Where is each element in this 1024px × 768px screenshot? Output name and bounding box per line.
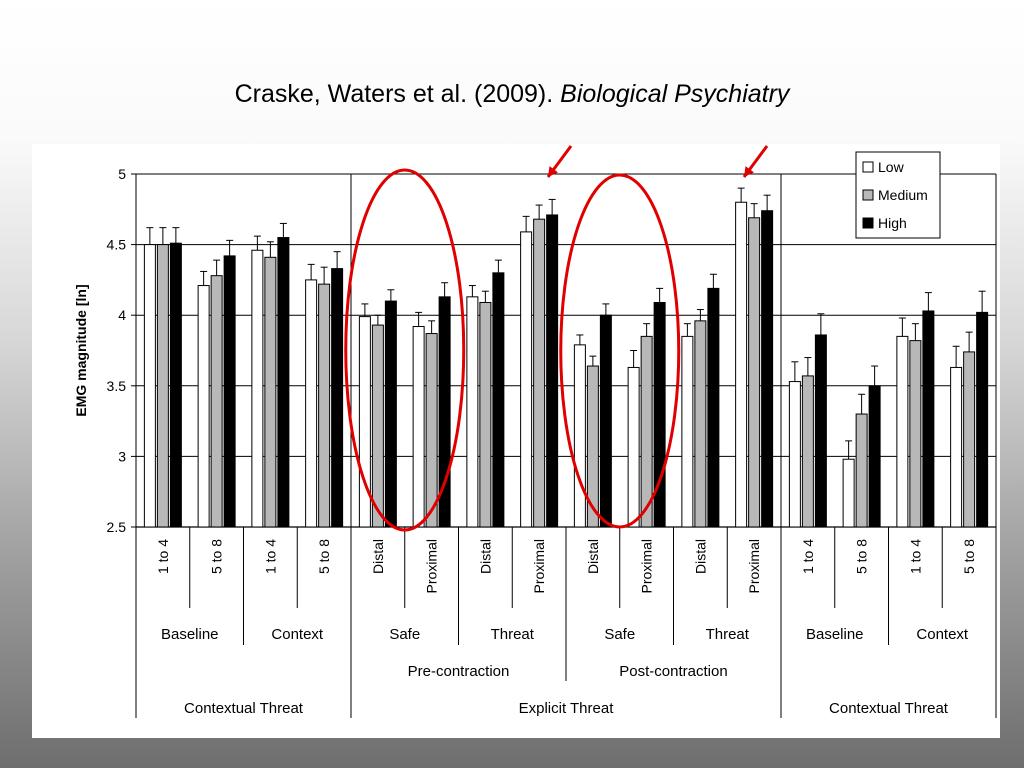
group-label-l2: Threat xyxy=(491,626,535,643)
bar-low xyxy=(681,335,694,528)
chart-panel: 2.5 3 3.5 4 4.5 5 EMG magnitude [ln] 1 to 4 5 t… xyxy=(32,144,1000,738)
bar-high xyxy=(868,385,881,528)
x-tick-label: 1 to 4 xyxy=(155,539,171,574)
legend-swatch xyxy=(862,161,874,173)
bar-high xyxy=(546,214,559,528)
bar-medium xyxy=(748,217,761,528)
title-journal: Biological Psychiatry xyxy=(560,80,790,108)
bar-medium xyxy=(909,340,922,528)
legend-label: High xyxy=(878,215,907,231)
group-label-l4: Contextual Threat xyxy=(184,700,304,717)
bar-low xyxy=(197,285,210,528)
category-labels: 1 to 4 5 to 8 1 to 4 5 to 8 Distal Proximal Di… xyxy=(135,527,997,718)
bar-medium xyxy=(210,275,223,528)
annotations xyxy=(344,145,769,532)
bar-high xyxy=(223,255,236,528)
group-label-l3: Pre-contraction xyxy=(408,663,510,680)
bar-high xyxy=(707,287,720,528)
slide-title: Craske, Waters et al. (2009). Biological… xyxy=(0,80,1024,109)
y-tick-label: 3 xyxy=(118,448,126,464)
bar-high xyxy=(761,210,774,528)
group-label-l2: Baseline xyxy=(161,626,219,643)
bar-medium xyxy=(963,351,976,528)
x-tick-label: Proximal xyxy=(746,539,762,593)
bar-low xyxy=(788,381,801,528)
y-tick-label: 4 xyxy=(118,307,126,323)
bar-low xyxy=(305,279,318,528)
x-tick-label: 5 to 8 xyxy=(961,539,977,574)
x-tick-label: Distal xyxy=(370,539,386,574)
y-tick-label: 2.5 xyxy=(107,519,127,535)
bar-medium xyxy=(425,333,438,528)
x-tick-label: 1 to 4 xyxy=(907,539,923,574)
group-label-l3: Post-contraction xyxy=(619,663,727,680)
bar-medium xyxy=(156,244,169,528)
y-tick-label: 4.5 xyxy=(107,237,127,253)
legend-swatch xyxy=(862,189,874,201)
y-tick-label: 5 xyxy=(118,166,126,182)
x-tick-label: 1 to 4 xyxy=(262,539,278,574)
bar-low xyxy=(251,249,264,528)
y-axis-label: EMG magnitude [ln] xyxy=(73,284,89,416)
bar-low xyxy=(950,366,963,528)
bar-low xyxy=(896,335,909,528)
y-tick-label: 3.5 xyxy=(107,378,127,394)
x-tick-label: 1 to 4 xyxy=(800,539,816,574)
bar-low xyxy=(627,366,640,528)
x-tick-label: 5 to 8 xyxy=(316,539,332,574)
bar-medium xyxy=(264,256,277,528)
x-tick-label: Distal xyxy=(477,539,493,574)
group-label-l2: Threat xyxy=(706,626,750,643)
bar-low xyxy=(573,344,586,528)
red-circle-annotation xyxy=(559,173,681,529)
legend-label: Low xyxy=(878,159,905,175)
bar-high xyxy=(277,237,290,528)
emg-bar-chart: 2.5 3 3.5 4 4.5 5 EMG magnitude [ln] 1 to 4 5 t… xyxy=(73,145,997,718)
bar-low xyxy=(412,325,425,528)
group-label-l2: Baseline xyxy=(806,626,864,643)
bar-low xyxy=(143,244,156,528)
bar-medium xyxy=(371,324,384,528)
legend: Low Medium High xyxy=(855,151,941,239)
group-label-l2: Safe xyxy=(389,626,420,643)
red-arrow-head xyxy=(548,166,558,177)
x-tick-label: Distal xyxy=(585,539,601,574)
bar-medium xyxy=(694,320,707,528)
group-label-l2: Safe xyxy=(604,626,635,643)
x-tick-label: Distal xyxy=(692,539,708,574)
bars xyxy=(143,201,989,528)
error-bars xyxy=(146,187,986,460)
bar-medium xyxy=(855,413,868,528)
bar-low xyxy=(735,201,748,528)
bar-high xyxy=(169,242,182,528)
group-label-l4: Explicit Threat xyxy=(519,700,615,717)
title-authors: Craske, Waters et al. (2009). xyxy=(234,80,561,108)
x-tick-label: Proximal xyxy=(531,539,547,593)
bar-high xyxy=(976,311,989,528)
bar-high xyxy=(384,300,397,528)
bar-high xyxy=(814,334,827,528)
bar-high xyxy=(492,272,505,528)
bar-low xyxy=(842,458,855,528)
bar-medium xyxy=(533,218,546,528)
group-label-l2: Context xyxy=(916,626,969,643)
red-circle-annotation xyxy=(344,168,466,532)
bar-medium xyxy=(318,283,331,528)
red-arrow-head xyxy=(744,166,754,177)
group-label-l4: Contextual Threat xyxy=(829,700,949,717)
x-tick-label: Proximal xyxy=(639,539,655,593)
group-label-l2: Context xyxy=(271,626,324,643)
bar-medium xyxy=(479,301,492,528)
bar-high xyxy=(922,310,935,528)
bar-medium xyxy=(801,375,814,528)
bar-high xyxy=(599,314,612,528)
bar-low xyxy=(466,296,479,528)
bar-low xyxy=(520,231,533,528)
x-tick-label: 5 to 8 xyxy=(209,539,225,574)
x-tick-label: Proximal xyxy=(424,539,440,593)
legend-swatch xyxy=(862,217,874,229)
x-tick-label: 5 to 8 xyxy=(854,539,870,574)
bar-high xyxy=(331,268,344,528)
legend-label: Medium xyxy=(878,187,928,203)
